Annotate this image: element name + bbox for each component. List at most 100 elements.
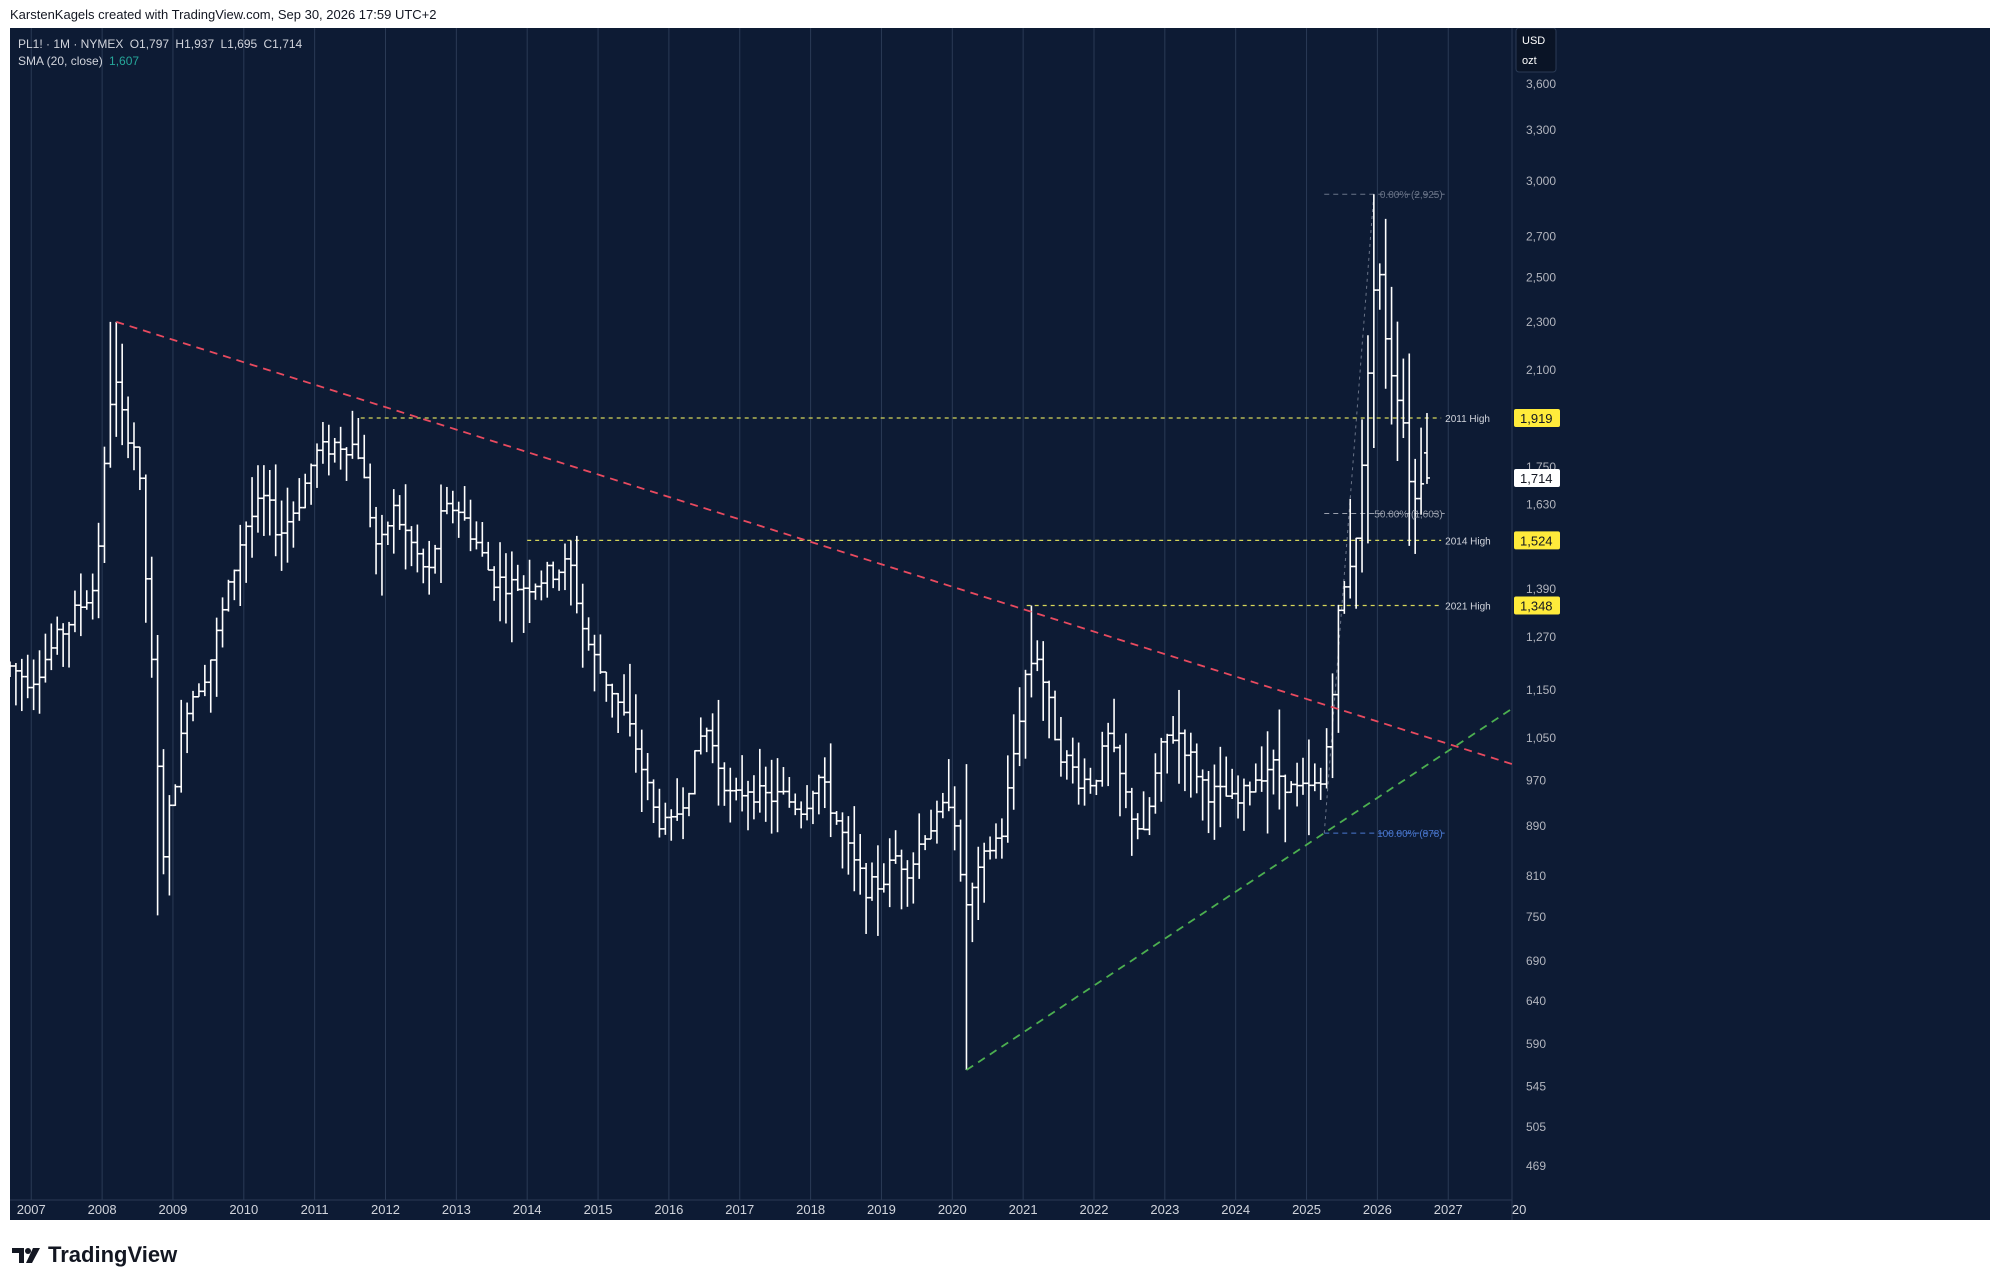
ohlc-bar (768, 759, 775, 834)
sma-label[interactable]: SMA (20, close) (18, 54, 103, 68)
ohlc-bar (1246, 781, 1253, 806)
ohlc-bar (243, 521, 250, 583)
ohlc-bar (12, 663, 19, 706)
ohlc-bar (18, 658, 25, 712)
ohlc-bar (1294, 762, 1301, 807)
ohlc-bar (148, 556, 155, 678)
ohlc-bar (296, 478, 303, 521)
ohlc-bar (1199, 769, 1206, 821)
ohlc-bar (1394, 321, 1401, 462)
ohlc-bar (42, 633, 49, 683)
legend-ohlc-row: PL1! · 1M · NYMEX O1,797 H1,937 L1,695 C… (18, 36, 305, 53)
ohlc-bar (213, 617, 220, 697)
ohlc-bar (1128, 787, 1135, 856)
ohlc-bar (721, 762, 728, 806)
ohlc-bar (1052, 690, 1059, 741)
ohlc-bar (396, 495, 403, 530)
ohlc-bar (1382, 218, 1389, 389)
ohlc-bar (615, 692, 622, 733)
ohlc-bar (142, 474, 149, 623)
ohlc-bar (863, 862, 870, 934)
ohlc-bar (774, 758, 781, 833)
ohlc-bar (36, 650, 43, 714)
ohlc-bar (178, 699, 185, 793)
chart-area[interactable]: 2007 2008 2009 2010 2011 2012 2013 2014 2015 2016… (10, 28, 1990, 1220)
price-chart[interactable]: 2007 2008 2009 2010 2011 2012 2013 2014 2015 2016… (10, 28, 1990, 1220)
tradingview-brand: TradingView (48, 1242, 178, 1267)
ohlc-bar (1057, 716, 1064, 777)
ohlc-bar (1418, 427, 1425, 515)
y-tick-label: 3,600 (1526, 77, 1556, 91)
ohlc-bar (621, 674, 628, 716)
tradingview-logo[interactable]: TradingView (12, 1242, 177, 1268)
ohlc-bar (1146, 797, 1153, 836)
high-value: H1,937 (175, 37, 215, 51)
ohlc-bar (1276, 709, 1283, 810)
ohlc-bar (154, 635, 161, 916)
ohlc-bar (449, 490, 456, 524)
ohlc-bar (804, 785, 811, 821)
ohlc-bar (130, 422, 137, 471)
ohlc-bar (1353, 537, 1360, 609)
ohlc-bar (48, 623, 55, 671)
ohlc-bar (1235, 775, 1242, 819)
x-tick-label: 2027 (1434, 1202, 1463, 1217)
ohlc-bar (845, 816, 852, 875)
ohlc-bar (815, 774, 822, 815)
ohlc-bar (473, 521, 480, 550)
x-tick-label: 2008 (88, 1202, 117, 1217)
ohlc-bar (597, 634, 604, 674)
ohlc-bar (1388, 286, 1395, 425)
ohlc-bar (715, 699, 722, 806)
top-bar: KarstenKagels created with TradingView.c… (0, 0, 2000, 28)
ohlc-bars (10, 194, 1430, 1071)
ohlc-bar (491, 566, 498, 601)
ohlc-bar (231, 569, 238, 601)
ohlc-bar (992, 823, 999, 859)
ohlc-bar (916, 813, 923, 879)
ohlc-bar (1069, 737, 1076, 784)
ohlc-bar (544, 561, 551, 598)
ohlc-bar (390, 489, 397, 554)
level-label: 2014 High (1445, 536, 1491, 547)
symbol-label[interactable]: PL1! · 1M · NYMEX (18, 37, 124, 51)
y-tick-label: 2,700 (1526, 230, 1556, 244)
ohlc-bar (485, 541, 492, 571)
ohlc-bar (1323, 728, 1330, 789)
ohlc-bar (355, 417, 362, 460)
ohlc-bar (461, 486, 468, 521)
x-tick-label: 20 (1512, 1202, 1526, 1217)
ohlc-bar (1299, 757, 1306, 795)
ohlc-bar (1040, 641, 1047, 721)
ohlc-bar (508, 551, 515, 643)
ohlc-bar (337, 426, 344, 470)
ohlc-bar (538, 570, 545, 601)
ohlc-bar (709, 713, 716, 764)
ohlc-bar (443, 486, 450, 515)
ohlc-bar (308, 463, 315, 505)
ohlc-bar (685, 792, 692, 817)
ohlc-bar (1181, 729, 1188, 792)
ohlc-bar (260, 465, 267, 536)
x-tick-label: 2007 (17, 1202, 46, 1217)
x-tick-label: 2026 (1363, 1202, 1392, 1217)
ohlc-bar (497, 542, 504, 622)
ohlc-bar (697, 717, 704, 755)
ohlc-bar (60, 623, 67, 667)
x-tick-label: 2011 (301, 1202, 329, 1217)
y-tick-label: 750 (1526, 910, 1546, 924)
ohlc-bar (432, 544, 439, 574)
last-price-tag (1514, 468, 1560, 487)
ohlc-bar (603, 671, 610, 702)
ohlc-bar (1335, 604, 1342, 733)
ohlc-bar (933, 800, 940, 844)
ohlc-bar (455, 501, 462, 538)
ohlc-bar (904, 860, 911, 907)
last-price-tag-text: 1,714 (1520, 471, 1553, 486)
ohlc-bar (591, 634, 598, 692)
ohlc-bar (349, 410, 356, 459)
downtrend-trendline (116, 320, 1512, 765)
open-value: O1,797 (129, 37, 170, 51)
ohlc-bar (520, 575, 527, 633)
ohlc-bar (302, 473, 309, 509)
